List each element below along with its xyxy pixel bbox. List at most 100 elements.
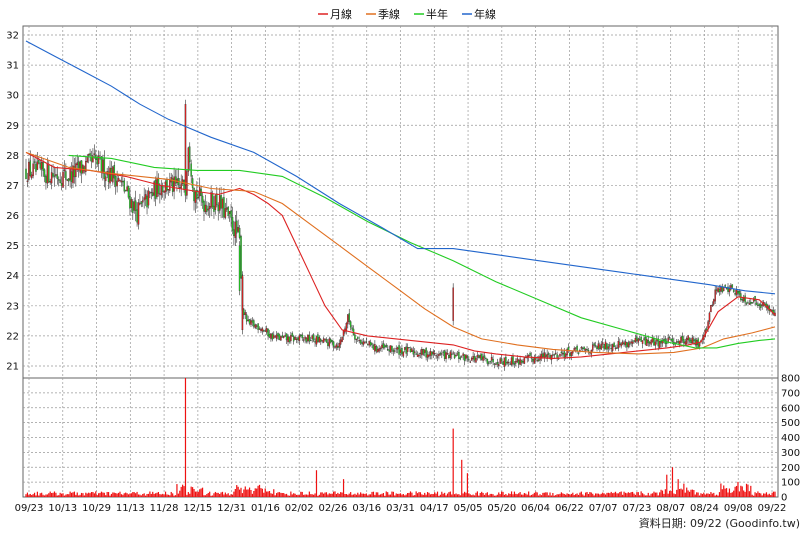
candle-body bbox=[154, 179, 157, 199]
candle-body bbox=[394, 350, 396, 352]
volume-bar bbox=[657, 495, 659, 497]
candle-body bbox=[717, 287, 719, 293]
volume-bar bbox=[439, 494, 441, 497]
candle-body bbox=[291, 333, 294, 337]
volume-bar bbox=[580, 491, 582, 497]
volume-bar bbox=[593, 495, 595, 497]
candle-body bbox=[127, 186, 130, 198]
volume-bar bbox=[750, 485, 752, 497]
volume-bar bbox=[290, 491, 292, 497]
candle-body bbox=[292, 336, 295, 342]
volume-bar bbox=[694, 494, 696, 497]
candle-body bbox=[490, 357, 493, 361]
candle-body bbox=[267, 328, 269, 337]
volume-bar bbox=[342, 479, 345, 497]
volume-bar bbox=[248, 487, 251, 497]
volume-bar bbox=[107, 492, 110, 497]
candle-body bbox=[263, 330, 265, 332]
candle-body bbox=[412, 350, 415, 355]
candle-body bbox=[409, 349, 412, 353]
candle-body bbox=[489, 361, 491, 363]
candle-body bbox=[599, 345, 601, 350]
candle-body bbox=[338, 343, 341, 348]
volume-bar bbox=[409, 491, 412, 497]
candle-body bbox=[408, 347, 410, 349]
candle-body bbox=[305, 338, 308, 342]
date-tick-label: 09/08 bbox=[724, 503, 753, 514]
volume-bar bbox=[481, 491, 483, 497]
volume-bar bbox=[298, 495, 300, 497]
volume-bar bbox=[227, 493, 229, 497]
candle-body bbox=[582, 347, 584, 349]
candle-body bbox=[498, 364, 500, 367]
volume-bar bbox=[224, 492, 226, 497]
candle-body bbox=[300, 334, 302, 337]
volume-bar bbox=[238, 489, 241, 497]
volume-bar bbox=[755, 493, 758, 497]
candle-body bbox=[705, 328, 708, 331]
volume-bar bbox=[425, 494, 427, 497]
candle-body bbox=[354, 334, 356, 340]
candle-body bbox=[228, 211, 231, 214]
candle-body bbox=[342, 330, 345, 336]
volume-bar bbox=[666, 474, 668, 497]
volume-bar bbox=[251, 493, 254, 497]
volume-bar bbox=[182, 484, 184, 497]
candle-body bbox=[290, 335, 292, 342]
candle-body bbox=[405, 346, 407, 354]
volume-bar bbox=[86, 493, 88, 497]
volume-bar bbox=[419, 492, 422, 497]
candle-body bbox=[707, 321, 709, 329]
candle-body bbox=[254, 324, 257, 328]
volume-tick-label: 500 bbox=[781, 418, 800, 429]
candle-body bbox=[475, 358, 477, 363]
volume-bar bbox=[478, 495, 480, 497]
candle-body bbox=[423, 349, 426, 353]
volume-bar bbox=[169, 495, 171, 497]
candle-body bbox=[317, 334, 319, 342]
candle-body bbox=[648, 341, 651, 344]
candle-body bbox=[357, 336, 359, 339]
candle-body bbox=[507, 362, 510, 364]
volume-bar bbox=[559, 493, 561, 497]
candle-body bbox=[366, 344, 369, 346]
candle-body bbox=[142, 200, 144, 203]
candle-body bbox=[235, 220, 238, 234]
candle-body bbox=[745, 303, 748, 305]
volume-bar bbox=[624, 492, 627, 497]
volume-bar bbox=[145, 495, 147, 497]
candle-body bbox=[631, 341, 634, 344]
volume-bar bbox=[274, 495, 276, 497]
candle-body bbox=[217, 204, 219, 212]
volume-bar bbox=[654, 492, 656, 497]
candle-body bbox=[730, 285, 732, 290]
volume-bar bbox=[637, 492, 639, 497]
candle-body bbox=[285, 333, 288, 341]
volume-bar bbox=[116, 493, 118, 497]
volume-bar bbox=[499, 494, 501, 497]
volume-bar bbox=[88, 492, 90, 497]
volume-bar bbox=[653, 491, 655, 497]
candle-body bbox=[161, 185, 164, 192]
candle-body bbox=[261, 328, 264, 332]
volume-bar bbox=[60, 493, 63, 497]
candle-body bbox=[89, 153, 91, 156]
volume-bar bbox=[411, 492, 413, 497]
candle-body bbox=[650, 340, 652, 345]
volume-bar bbox=[603, 493, 605, 497]
volume-bar bbox=[229, 495, 231, 497]
candle-body bbox=[431, 351, 433, 356]
candle-body bbox=[544, 354, 547, 357]
candle-body bbox=[677, 341, 679, 343]
volume-bar bbox=[402, 494, 404, 497]
candle-body bbox=[395, 348, 397, 350]
candle-body bbox=[100, 156, 103, 172]
price-tick-label: 25 bbox=[6, 241, 19, 252]
volume-bar bbox=[340, 492, 342, 497]
volume-bar bbox=[570, 493, 572, 497]
volume-bar bbox=[701, 493, 703, 497]
candle-body bbox=[36, 161, 39, 170]
candle-body bbox=[560, 351, 563, 353]
candle-body bbox=[227, 206, 229, 216]
volume-bar bbox=[772, 491, 775, 497]
